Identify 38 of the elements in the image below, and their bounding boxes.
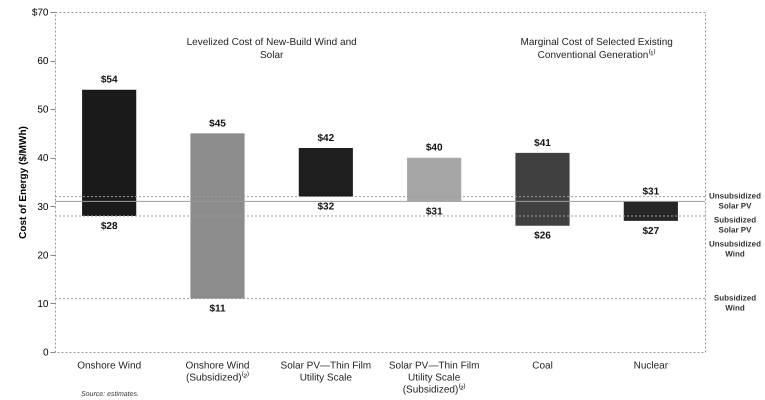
annotation: Marginal Cost of Selected Existing Conventional Generation⁽¹⁾ xyxy=(520,37,673,61)
ref-line-label: Subsidized Solar PV xyxy=(714,216,756,235)
y-tick-label: 30 xyxy=(37,202,49,213)
annotation: $32 xyxy=(317,202,335,213)
x-tick-label: Solar PV—Thin Film Utility Scale xyxy=(280,360,372,384)
x-tick-label: Onshore Wind xyxy=(77,360,142,372)
annotation: Levelized Cost of New-Build Wind and Solar xyxy=(186,37,357,61)
bar xyxy=(82,90,136,216)
y-tick-label: 10 xyxy=(37,298,49,310)
ref-line-label: Unsubsidized Wind xyxy=(708,240,762,259)
y-tick-label: $70 xyxy=(32,8,49,18)
annotation: $54 xyxy=(100,74,118,86)
y-tick-label: 50 xyxy=(37,104,49,116)
y-tick-label: 0 xyxy=(42,348,49,358)
x-tick-label: Onshore Wind (Subsidized)⁽²⁾ xyxy=(186,360,250,384)
annotation: $42 xyxy=(317,133,335,144)
y-tick-label: 60 xyxy=(37,56,49,68)
y-tick-label: 20 xyxy=(37,250,49,262)
annotation: $28 xyxy=(100,221,118,232)
annotation: $31 xyxy=(426,206,443,218)
y-axis-title: Cost of Energy ($/MWh) xyxy=(18,126,29,239)
annotation: $26 xyxy=(534,230,552,242)
y-tick-label: 40 xyxy=(37,153,49,164)
annotation: $40 xyxy=(426,142,443,154)
annotation: $41 xyxy=(534,138,552,149)
ref-line-label: Subsidized Wind xyxy=(714,294,756,313)
x-tick-label: Nuclear xyxy=(634,360,669,372)
annotation: $31 xyxy=(642,186,660,198)
x-tick-label: Coal xyxy=(532,360,553,372)
annotation: $45 xyxy=(209,118,226,130)
annotation: $27 xyxy=(642,226,660,237)
annotation: $11 xyxy=(209,304,226,315)
ref-line-label: Unsubsidized Solar PV xyxy=(708,192,762,211)
bar xyxy=(515,152,570,226)
bar xyxy=(190,133,245,299)
bar xyxy=(298,148,353,197)
bar xyxy=(624,201,678,221)
x-tick-label: Solar PV—Thin Film Utility Scale (Subsidized)⁽²⁾ xyxy=(388,360,480,396)
